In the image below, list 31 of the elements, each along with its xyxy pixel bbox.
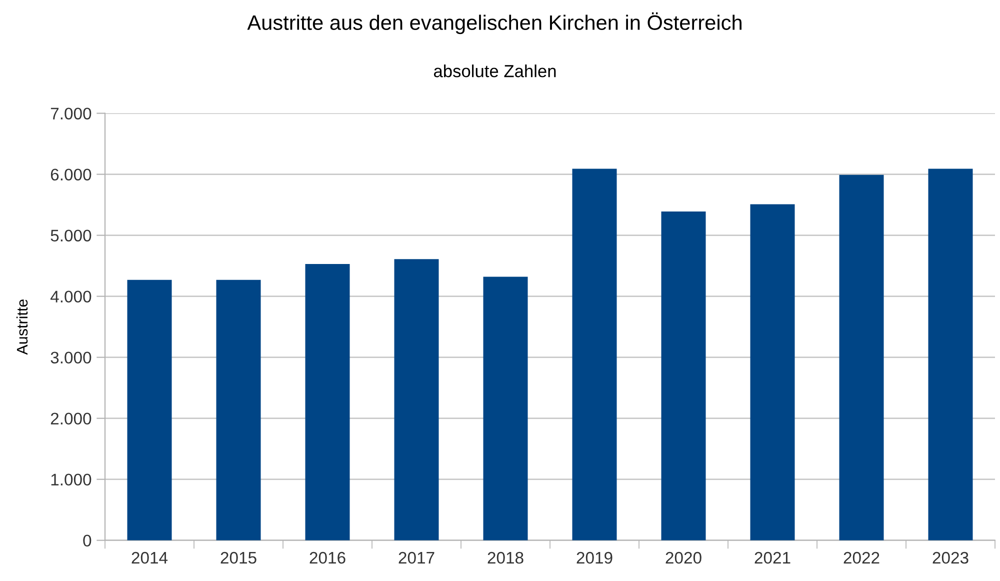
x-tick-label: 2021 [754,552,790,564]
bar [305,264,350,540]
bar [572,168,617,540]
y-tick-label: 0 [83,534,92,547]
bar [839,174,884,540]
x-tick-label: 2023 [932,552,968,564]
bar [394,259,439,540]
x-tick-label: 2019 [576,552,612,564]
x-tick-label: 2015 [220,552,256,564]
y-tick-label: 1.000 [51,474,92,486]
x-tick-label: 2014 [132,552,168,564]
x-tick-label: 2020 [666,552,702,564]
bar [127,280,172,540]
bar [483,276,528,540]
bar [928,168,973,540]
bar [216,280,261,540]
y-tick-label: 3.000 [50,352,92,364]
x-tick-label: 2016 [310,552,346,564]
y-tick-label: 7.000 [50,108,92,120]
bar [661,212,706,540]
y-axis-title: Austritte [16,299,28,355]
x-tick-label: 2017 [398,552,434,564]
chart-title: Austritte aus den evangelischen Kirchen in Österreich [247,12,742,34]
y-tick-label: 2.000 [50,412,92,425]
y-tick-label: 4.000 [50,290,92,303]
bar [750,204,795,540]
x-tick-label: 2018 [488,552,524,564]
y-tick-label: 6.000 [50,168,92,181]
chart-subtitle: absolute Zahlen [434,64,556,78]
x-tick-label: 2022 [844,552,880,564]
y-tick-label: 5.000 [50,230,92,242]
